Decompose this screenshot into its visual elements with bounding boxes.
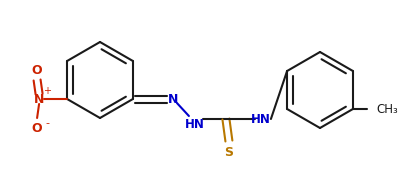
Text: N: N (34, 92, 44, 105)
Text: HN: HN (184, 117, 204, 130)
Text: -: - (45, 118, 49, 128)
Text: N: N (167, 92, 178, 105)
Text: S: S (224, 145, 233, 159)
Text: O: O (32, 63, 42, 77)
Text: CH₃: CH₃ (375, 102, 397, 115)
Text: O: O (32, 122, 42, 135)
Text: HN: HN (250, 112, 270, 125)
Text: +: + (43, 86, 51, 96)
